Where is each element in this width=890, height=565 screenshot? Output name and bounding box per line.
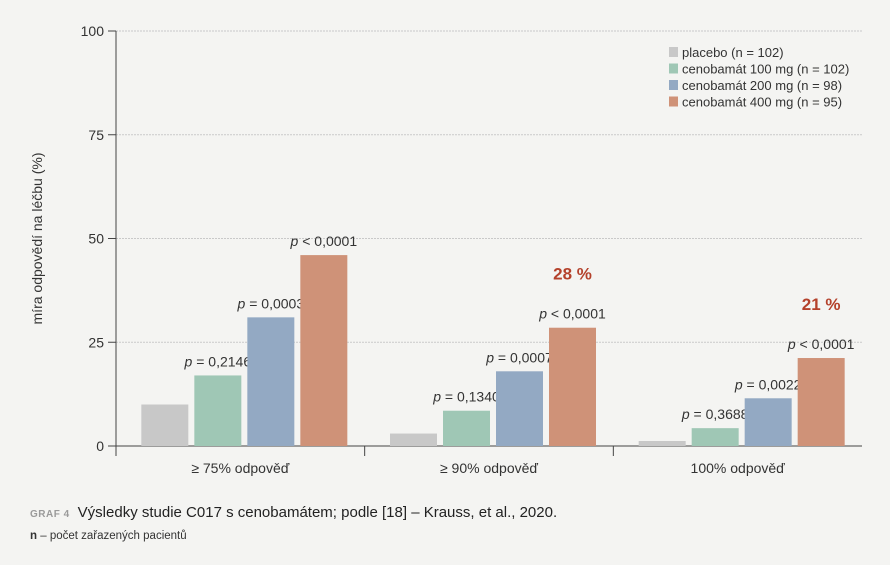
note-text: – počet zařazených pacientů	[37, 530, 187, 542]
p-value-label: p = 0,0022	[734, 376, 802, 392]
y-tick-label: 100	[81, 23, 105, 39]
p-value-label: p = 0,0007	[485, 349, 553, 365]
x-tick-label: 100% odpověď	[691, 460, 786, 476]
y-axis-label: míra odpovědí na léčbu (%)	[29, 153, 45, 325]
bar	[549, 327, 596, 446]
y-tick-label: 0	[96, 438, 104, 454]
bar	[797, 358, 845, 446]
p-value-label: p < 0,0001	[538, 306, 606, 322]
bar	[300, 255, 348, 446]
figure-tag: GRAF 4	[30, 509, 70, 520]
highlight-label: 21 %	[802, 295, 841, 314]
x-tick-label: ≥ 90% odpověď	[440, 460, 538, 476]
y-tick-label: 50	[88, 231, 104, 247]
p-value-label: p = 0,2146	[184, 353, 252, 369]
legend-swatch	[669, 80, 678, 90]
legend-label: cenobamát 400 mg (n = 95)	[682, 95, 842, 110]
y-tick-label: 75	[88, 127, 104, 143]
p-value-label: p = 0,1340	[432, 389, 500, 405]
figure-note: n – počet zařazených pacientů	[30, 530, 187, 542]
p-value-label: p = 0,3688	[681, 406, 749, 422]
legend-label: placebo (n = 102)	[682, 45, 784, 60]
bar	[390, 433, 437, 446]
x-tick-label: ≥ 75% odpověď	[191, 460, 289, 476]
figure-caption-text: Výsledky studie C017 s cenobamátem; podl…	[77, 504, 558, 521]
bar-chart: 0 25 50 75 100 míra odpovědí na léčbu (%) ≥ 75…	[29, 23, 862, 476]
legend-label: cenobamát 200 mg (n = 98)	[682, 78, 842, 93]
p-value-label: p = 0,0003	[237, 295, 305, 311]
p-value-label: p < 0,0001	[290, 233, 358, 249]
legend-swatch	[669, 47, 678, 57]
figure-caption: GRAF 4 Výsledky studie C017 s cenobamátem…	[30, 504, 557, 521]
bar	[638, 441, 686, 446]
bar	[691, 428, 739, 446]
legend-swatch	[669, 96, 678, 107]
bar	[496, 371, 543, 446]
y-tick-label: 25	[88, 334, 104, 350]
bar	[141, 404, 189, 446]
highlight-label: 28 %	[553, 265, 592, 284]
bar	[194, 375, 242, 446]
p-value-label: p < 0,0001	[787, 336, 855, 352]
bar	[744, 398, 792, 446]
legend-swatch	[669, 63, 678, 74]
legend-label: cenobamát 100 mg (n = 102)	[682, 62, 849, 77]
note-label: n	[30, 530, 38, 542]
bar	[247, 317, 295, 446]
bar	[443, 410, 490, 446]
